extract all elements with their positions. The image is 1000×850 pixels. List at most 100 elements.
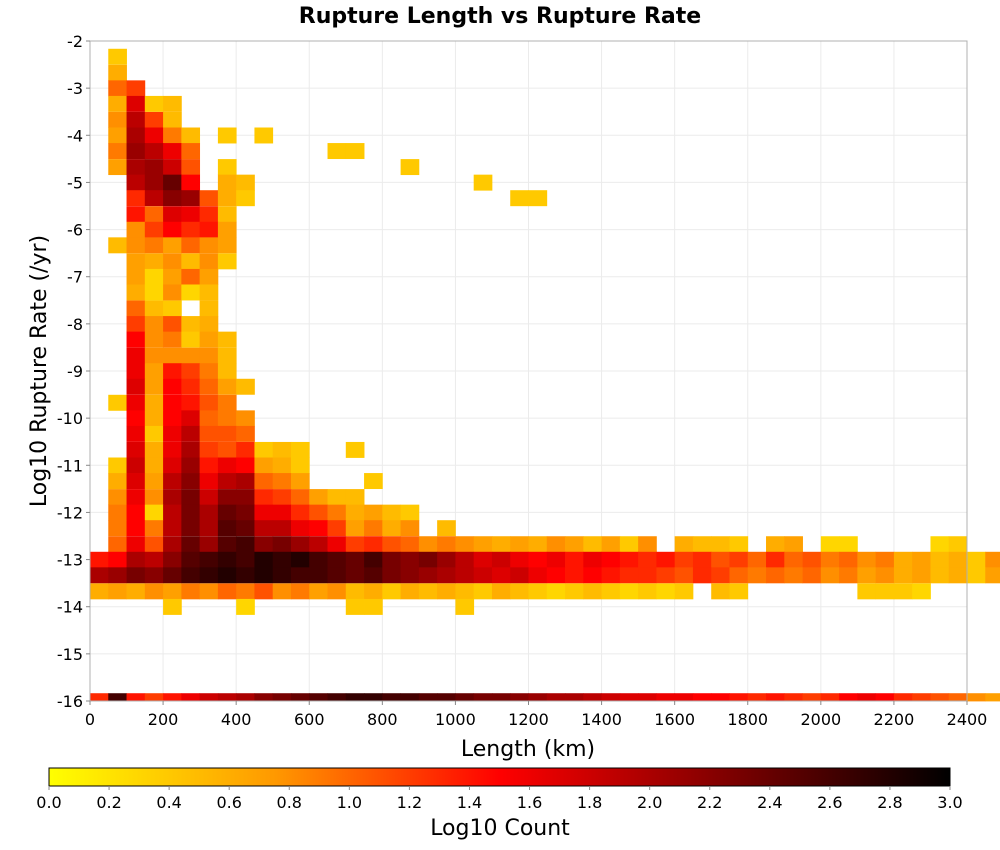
heatmap-cell <box>290 693 310 702</box>
heatmap-cell <box>272 441 292 458</box>
heatmap-cell <box>729 536 749 553</box>
heatmap-cell <box>638 693 657 702</box>
heatmap-cell <box>163 583 182 600</box>
heatmap-cell <box>217 394 237 411</box>
heatmap-cell <box>930 693 950 702</box>
heatmap-cell <box>181 206 201 223</box>
heatmap-cell <box>290 536 310 553</box>
y-axis-ticks: -2 -3 -4 -5 -6 -7 -8 -9 -10 -11 -12 -13 -14 -15 -16 <box>57 32 90 711</box>
heatmap-cell <box>126 489 146 506</box>
heatmap-cell <box>199 425 219 442</box>
heatmap-cell <box>199 253 219 270</box>
heatmap-cell <box>400 520 420 537</box>
heatmap-cell <box>163 268 182 285</box>
heatmap-cell <box>455 693 475 702</box>
heatmap-cell <box>126 520 146 537</box>
heatmap-cell <box>601 536 621 553</box>
heatmap-cell <box>272 551 292 568</box>
heatmap-cell <box>163 316 182 333</box>
y-tick-label: -7 <box>67 268 83 287</box>
heatmap-cell <box>217 331 237 348</box>
heatmap-cell <box>254 536 274 553</box>
heatmap-cell <box>199 300 219 317</box>
heatmap-cell <box>820 693 840 702</box>
y-tick-label: -5 <box>67 173 83 192</box>
heatmap-cell <box>163 174 182 191</box>
heatmap-cell <box>163 567 182 584</box>
y-tick-label: -12 <box>57 503 83 522</box>
heatmap-cell <box>199 567 219 584</box>
heatmap-cell <box>199 410 219 427</box>
heatmap-cell <box>163 347 182 364</box>
heatmap-cell <box>126 206 146 223</box>
x-tick-label: 2400 <box>947 710 988 729</box>
heatmap-cell <box>181 536 201 553</box>
heatmap-cell <box>126 268 146 285</box>
heatmap-cell <box>437 551 456 568</box>
heatmap-cell <box>893 583 913 600</box>
heatmap-cell <box>345 567 365 584</box>
heatmap-cell <box>528 583 548 600</box>
heatmap-cell <box>163 598 182 615</box>
heatmap-cell <box>985 551 1000 568</box>
heatmap-cell <box>254 693 274 702</box>
heatmap-cell <box>144 174 164 191</box>
heatmap-cell <box>181 331 201 348</box>
heatmap-cell <box>163 221 182 238</box>
heatmap-cell <box>217 221 237 238</box>
heatmap-cell <box>455 536 475 553</box>
heatmap-cell <box>985 567 1000 584</box>
heatmap-cell <box>619 567 639 584</box>
heatmap-cell <box>108 551 127 568</box>
heatmap-cell <box>692 693 712 702</box>
heatmap-cell <box>144 457 164 474</box>
heatmap-cell <box>491 551 511 568</box>
heatmap-cell <box>126 425 146 442</box>
heatmap-cell <box>473 174 493 191</box>
heatmap-cell <box>181 127 201 144</box>
heatmap-cell <box>546 551 566 568</box>
heatmap-cell <box>108 520 127 537</box>
colorbar-tick-label: 0.8 <box>277 793 302 812</box>
heatmap-cell <box>345 489 365 506</box>
heatmap-cell <box>619 551 639 568</box>
heatmap-cell <box>820 567 840 584</box>
heatmap-cell <box>199 520 219 537</box>
heatmap-cell <box>254 473 274 490</box>
heatmap-cell <box>199 473 219 490</box>
heatmap-cell <box>345 520 365 537</box>
heatmap-cell <box>400 583 420 600</box>
heatmap-cell <box>528 567 548 584</box>
heatmap-cell <box>254 489 274 506</box>
heatmap-cell <box>199 316 219 333</box>
heatmap-cell <box>181 159 201 176</box>
heatmap-cell <box>290 583 310 600</box>
heatmap-cell <box>199 693 219 702</box>
heatmap-cell <box>254 504 274 521</box>
heatmap-cell <box>309 520 328 537</box>
heatmap-cell <box>144 95 164 112</box>
heatmap-cell <box>90 567 109 584</box>
chart-title: Rupture Length vs Rupture Rate <box>299 4 701 29</box>
heatmap-cell <box>839 567 858 584</box>
heatmap-cell <box>985 693 1000 702</box>
heatmap-cell <box>546 693 566 702</box>
heatmap-cell <box>747 551 767 568</box>
heatmap-cell <box>565 567 584 584</box>
heatmap-cell <box>638 551 657 568</box>
heatmap-cell <box>327 583 347 600</box>
heatmap-cell <box>144 253 164 270</box>
heatmap-cell <box>382 504 402 521</box>
heatmap-cell <box>163 394 182 411</box>
heatmap-cell <box>619 583 639 600</box>
heatmap-cell <box>455 567 475 584</box>
heatmap-cell <box>254 567 274 584</box>
heatmap-cell <box>729 567 749 584</box>
heatmap-cell <box>163 489 182 506</box>
heatmap-cell <box>674 693 694 702</box>
heatmap-cell <box>309 551 328 568</box>
heatmap-cell <box>217 504 237 521</box>
heatmap-cell <box>711 583 730 600</box>
heatmap-cell <box>126 284 146 301</box>
heatmap-cell <box>290 504 310 521</box>
